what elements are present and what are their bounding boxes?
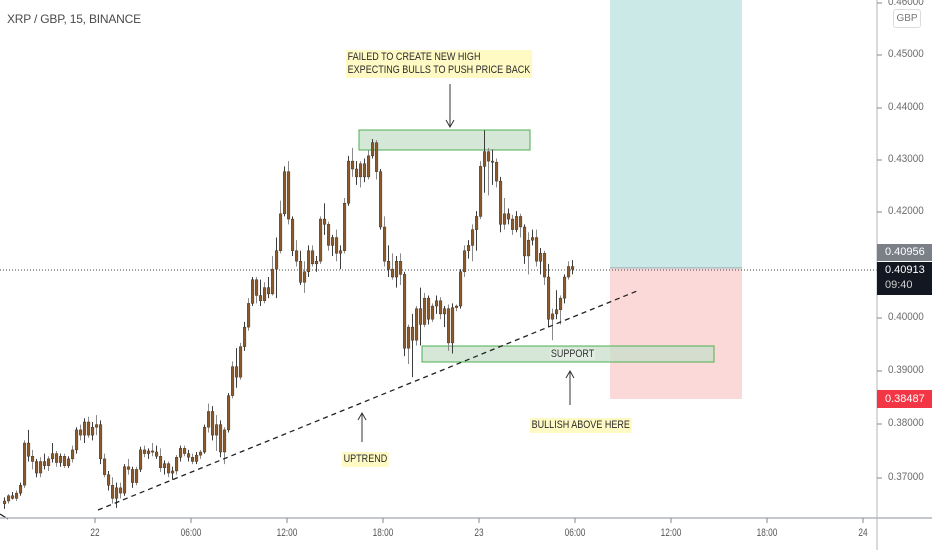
arrow-up-icon bbox=[565, 369, 575, 405]
note-line-2: EXPECTING BULLS TO PUSH PRICE BACK bbox=[347, 64, 531, 76]
time-axis-ticks bbox=[94, 518, 864, 523]
countdown-tag: 09:40 bbox=[877, 278, 932, 295]
arrow-down-icon bbox=[445, 84, 455, 129]
time-tick-label: 24 bbox=[858, 527, 868, 539]
time-tick-label: 23 bbox=[474, 527, 484, 539]
candlestick-series bbox=[3, 130, 575, 509]
price-tick-label: 0.43000 bbox=[888, 153, 924, 165]
price-tick-label: 0.38000 bbox=[888, 417, 924, 429]
target-price-tag: 0.40956 bbox=[877, 244, 932, 261]
price-tick-label: 0.40000 bbox=[888, 311, 924, 323]
support-label: SUPPORT bbox=[550, 348, 596, 360]
price-tick-label: 0.44000 bbox=[888, 101, 924, 113]
note-bullish[interactable]: BULLISH ABOVE HERE bbox=[530, 418, 632, 433]
time-tick-label: 18:00 bbox=[756, 527, 778, 539]
note-line-1: FAILED TO CREATE NEW HIGH bbox=[347, 51, 481, 63]
price-tick-label: 0.42000 bbox=[888, 205, 924, 217]
symbol-title: XRP / GBP, 15, BINANCE bbox=[7, 12, 141, 26]
price-tick-label: 0.39000 bbox=[888, 364, 924, 376]
time-tick-label: 18:00 bbox=[372, 527, 394, 539]
price-tick-label: 0.45000 bbox=[888, 48, 924, 60]
resistance-zone[interactable] bbox=[358, 129, 531, 151]
time-tick-label: 12:00 bbox=[276, 527, 298, 539]
price-tick-label: 0.37000 bbox=[888, 471, 924, 483]
target-zone[interactable] bbox=[610, 0, 742, 268]
note-uptrend[interactable]: UPTREND bbox=[342, 452, 389, 467]
uptrend-line[interactable] bbox=[97, 290, 638, 511]
price-axis-ticks bbox=[877, 2, 882, 479]
note-failed-high[interactable]: FAILED TO CREATE NEW HIGH EXPECTING BULL… bbox=[346, 50, 532, 78]
time-tick-label: 12:00 bbox=[660, 527, 682, 539]
price-tick-label: 0.46000 bbox=[888, 0, 924, 8]
last-price-tag: 0.40913 bbox=[877, 262, 932, 278]
time-tick-label: 06:00 bbox=[564, 527, 586, 539]
stop-zone[interactable] bbox=[610, 269, 742, 399]
arrow-up-icon bbox=[357, 411, 367, 442]
time-tick-label: 06:00 bbox=[180, 527, 202, 539]
stop-price-tag: 0.38487 bbox=[877, 390, 932, 408]
time-tick-label: 22 bbox=[90, 527, 100, 539]
currency-button[interactable]: GBP bbox=[893, 9, 921, 28]
